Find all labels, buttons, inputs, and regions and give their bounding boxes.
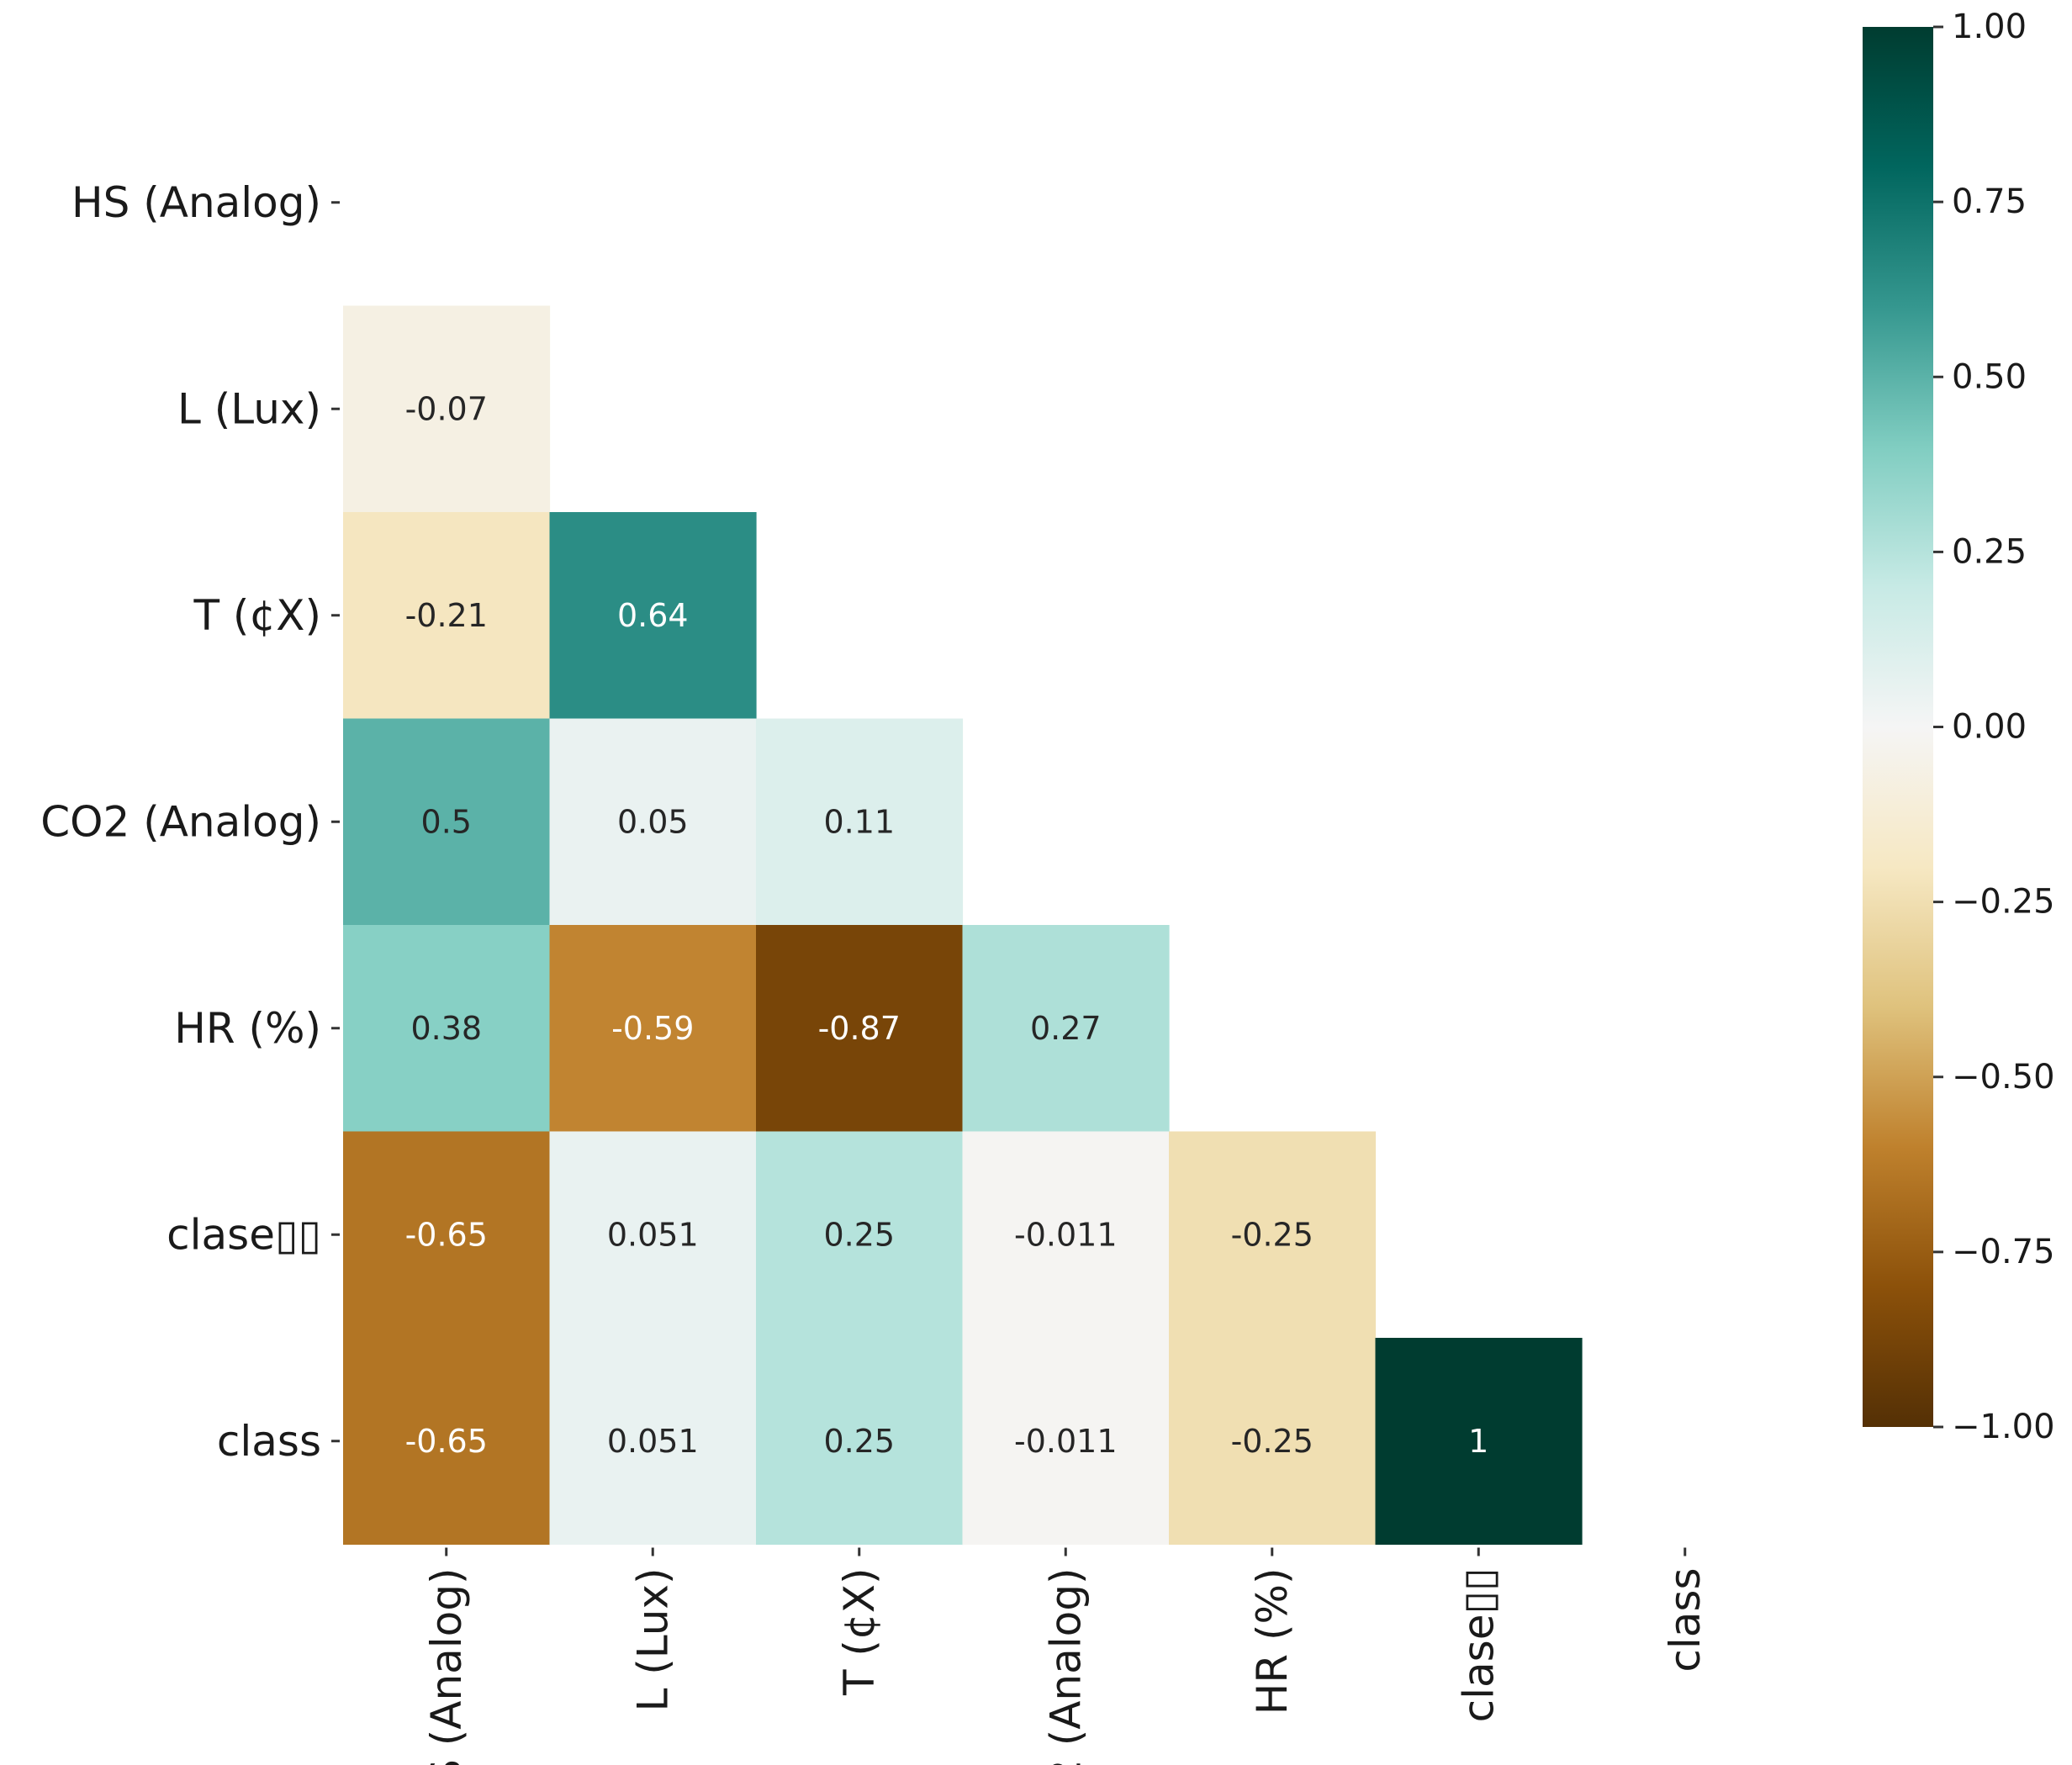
y-tick-label: clase▯▯ <box>166 1210 321 1259</box>
heatmap-cell <box>1169 1131 1377 1339</box>
cell-value-label: -0.011 <box>1014 1216 1118 1253</box>
cell-value-label: 0.11 <box>823 803 895 840</box>
x-tick-label: CO2 (Analog) <box>1041 1568 1090 1765</box>
colorbar-gradient <box>1863 27 1933 1427</box>
x-axis: HS (Analog) L (Lux) T (¢X) CO2 (Analog) HR (… <box>422 1547 1710 1765</box>
heatmap-cell <box>756 1131 964 1339</box>
heatmap-cell <box>756 1338 964 1546</box>
x-tick-label: HS (Analog) <box>422 1568 471 1765</box>
heatmap-cell <box>343 1338 551 1546</box>
heatmap-cell <box>343 718 551 926</box>
cell-value-label: 0.38 <box>410 1010 482 1047</box>
y-tick-label: HS (Analog) <box>71 178 321 227</box>
cell-value-label: 0.27 <box>1030 1010 1102 1047</box>
heatmap-cell <box>343 925 551 1133</box>
heatmap-cell <box>549 1131 757 1339</box>
cell-value-label: -0.65 <box>405 1423 488 1460</box>
x-tick-label: HR (%) <box>1248 1568 1297 1715</box>
heatmap-cell <box>549 1338 757 1546</box>
y-tick-label: L (Lux) <box>177 384 321 433</box>
cell-value-label: -0.25 <box>1231 1216 1314 1253</box>
cell-value-label: 0.5 <box>421 803 472 840</box>
cell-value-label: 0.25 <box>823 1216 895 1253</box>
colorbar-tick-label: 1.00 <box>1952 8 2027 46</box>
colorbar-tick-label: 0.25 <box>1952 532 2027 571</box>
heatmap-cell <box>549 718 757 926</box>
y-tick-label: T (¢X) <box>193 591 321 640</box>
y-tick-label: CO2 (Analog) <box>40 797 321 846</box>
heatmap-cell <box>756 925 964 1133</box>
heatmap-cell <box>962 1338 1170 1546</box>
colorbar-tick-label: 0.00 <box>1952 708 2027 747</box>
heatmap-cells <box>343 305 1583 1546</box>
cell-value-label: -0.65 <box>405 1216 488 1253</box>
heatmap-cell <box>343 305 551 513</box>
colorbar <box>1863 27 1933 1427</box>
heatmap-cell-labels: -0.07 -0.21 0.64 0.5 0.05 0.11 0.38 -0.59 -0.87 0… <box>405 390 1489 1460</box>
colorbar-tick-label: 0.50 <box>1952 357 2027 396</box>
cell-value-label: 0.051 <box>607 1423 699 1460</box>
y-tick-label: HR (%) <box>174 1004 321 1053</box>
cell-value-label: 0.051 <box>607 1216 699 1253</box>
heatmap-cell <box>1375 1338 1583 1546</box>
x-tick-label: clase▯▯ <box>1454 1568 1503 1723</box>
cell-value-label: -0.87 <box>818 1010 901 1047</box>
cell-value-label: -0.59 <box>611 1010 694 1047</box>
heatmap-cell <box>756 718 964 926</box>
heatmap-cell <box>343 1131 551 1339</box>
y-tick-label: class <box>217 1417 321 1466</box>
cell-value-label: 1 <box>1468 1423 1488 1460</box>
cell-value-label: -0.011 <box>1014 1423 1118 1460</box>
heatmap-cell <box>549 925 757 1133</box>
colorbar-tick-label: −1.00 <box>1952 1408 2055 1446</box>
heatmap-cell <box>962 1131 1170 1339</box>
heatmap-cell <box>1169 1338 1377 1546</box>
colorbar-tick-label: −0.75 <box>1952 1233 2055 1271</box>
y-axis: HS (Analog) L (Lux) T (¢X) CO2 (Analog) HR (… <box>40 178 340 1466</box>
heatmap-cell <box>962 925 1170 1133</box>
cell-value-label: 0.05 <box>617 803 689 840</box>
colorbar-tick-label: 0.75 <box>1952 182 2027 221</box>
colorbar-tick-label: −0.50 <box>1952 1058 2055 1097</box>
cell-value-label: -0.21 <box>405 597 488 634</box>
colorbar-axis: 1.00 0.75 0.50 0.25 0.00 −0.25 −0.50 −0.75 −1.00 <box>1933 8 2055 1446</box>
x-tick-label: class <box>1661 1568 1710 1673</box>
cell-value-label: -0.07 <box>405 390 488 427</box>
cell-value-label: -0.25 <box>1231 1423 1314 1460</box>
heatmap-cell <box>549 512 757 720</box>
colorbar-tick-label: −0.25 <box>1952 883 2055 922</box>
heatmap-cell <box>343 512 551 720</box>
x-tick-label: L (Lux) <box>628 1568 677 1712</box>
cell-value-label: 0.25 <box>823 1423 895 1460</box>
cell-value-label: 0.64 <box>617 597 689 634</box>
x-tick-label: T (¢X) <box>835 1568 884 1697</box>
